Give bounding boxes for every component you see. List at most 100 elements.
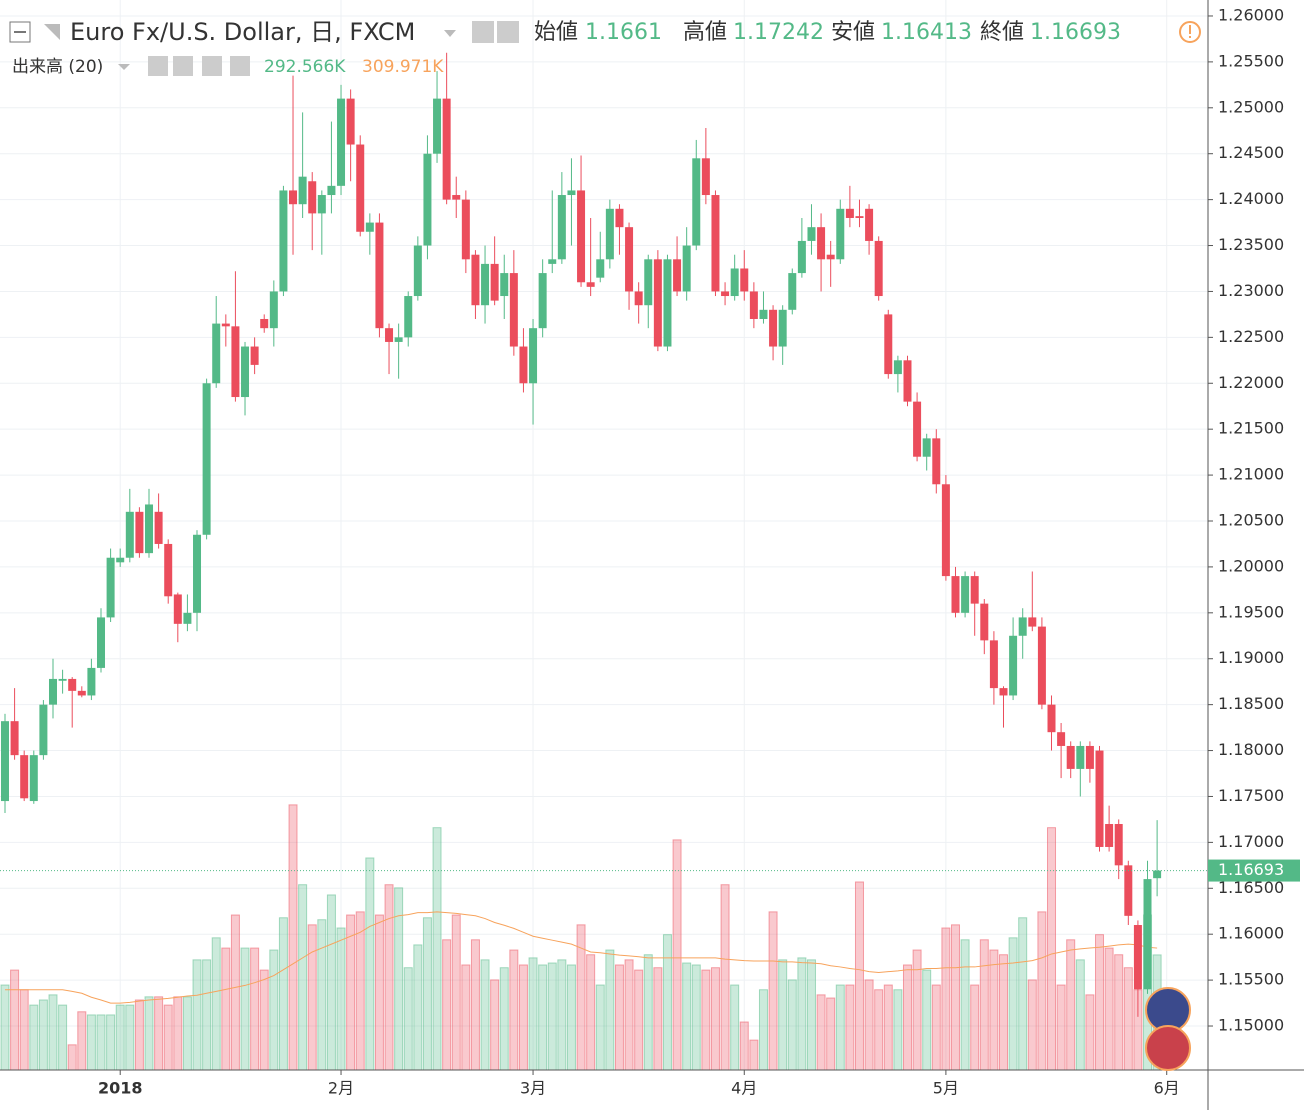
candle-body <box>490 263 499 301</box>
candle-body <box>231 326 240 398</box>
volume-bar <box>883 984 893 1071</box>
volume-bar <box>326 894 336 1071</box>
candle-body <box>154 511 163 544</box>
alert-icon[interactable] <box>1179 21 1201 43</box>
volume-bar <box>317 919 327 1071</box>
candle-body <box>29 755 38 802</box>
volume-bar <box>912 949 922 1071</box>
volume-bar <box>0 984 10 1071</box>
settings-button[interactable] <box>497 21 519 43</box>
volume-bar <box>566 964 576 1071</box>
candle-body <box>673 259 682 292</box>
y-tick-label: 1.21000 <box>1218 465 1284 484</box>
candle-body <box>999 688 1008 696</box>
candle-body <box>221 323 230 327</box>
candle-body <box>404 296 413 338</box>
candle-body <box>903 360 912 402</box>
candle-body <box>932 438 941 485</box>
candle-body <box>135 511 144 554</box>
alert-dot <box>1189 36 1191 38</box>
candle-body <box>346 98 355 145</box>
y-tick-label: 1.19000 <box>1218 648 1284 667</box>
volume-bar <box>1056 984 1066 1071</box>
candle-body <box>413 245 422 297</box>
candle-body <box>893 360 902 375</box>
candle-body <box>337 98 346 186</box>
alert-mark <box>1189 25 1191 34</box>
volume-bar <box>202 959 212 1071</box>
settings-button[interactable] <box>173 56 193 76</box>
volume-bar <box>422 917 432 1071</box>
y-tick-label: 1.15500 <box>1218 970 1284 989</box>
last-price-box <box>1208 859 1300 882</box>
eye-button[interactable] <box>148 56 168 76</box>
candle-body <box>557 195 566 260</box>
candle-body <box>1153 870 1162 879</box>
volume-bar <box>461 964 471 1071</box>
volume-bar <box>1085 994 1095 1071</box>
close-button[interactable] <box>230 56 250 76</box>
volume-bar <box>730 984 740 1071</box>
y-tick-label: 1.24500 <box>1218 143 1284 162</box>
candle-body <box>356 144 365 232</box>
dropdown[interactable] <box>444 30 456 37</box>
candle-body <box>845 208 854 218</box>
dropdown[interactable] <box>118 64 130 70</box>
volume-bar <box>1047 827 1057 1071</box>
candle-body <box>596 259 605 278</box>
candle-body <box>644 259 653 306</box>
volume-bar <box>634 969 644 1071</box>
candle-body <box>452 195 461 200</box>
open-value: 1.1661 <box>585 20 662 45</box>
candle-body <box>586 282 595 287</box>
volume-bar <box>586 954 596 1071</box>
volume-bar <box>528 957 538 1071</box>
close-value: 1.16693 <box>1030 20 1121 45</box>
volume-bar <box>758 989 768 1071</box>
volume-bar <box>192 959 202 1071</box>
y-tick-label: 1.23000 <box>1218 281 1284 300</box>
add-button[interactable] <box>202 56 222 76</box>
candle-body <box>749 291 758 319</box>
volume-bar <box>365 857 375 1071</box>
volume-bar <box>154 996 164 1071</box>
candle-body <box>701 158 710 196</box>
candle-body <box>865 208 874 241</box>
volume-bar <box>653 967 663 1071</box>
candle-body <box>1018 617 1027 636</box>
candle-body <box>989 640 998 689</box>
volume-bar <box>1075 959 1085 1071</box>
candle-body <box>1028 617 1037 627</box>
eye-button[interactable] <box>472 21 494 43</box>
flag-icon <box>44 24 60 40</box>
candle-body <box>653 259 662 347</box>
candle-body <box>807 227 816 241</box>
event-flag-us[interactable] <box>1145 1025 1191 1071</box>
volume-bar <box>998 954 1008 1071</box>
high-value: 1.17242 <box>733 20 824 45</box>
candle-body <box>260 318 269 329</box>
candle-body <box>68 678 77 691</box>
volume-bar <box>125 1004 135 1071</box>
volume-ma-value: 309.971K <box>362 57 444 77</box>
y-tick-label: 1.16000 <box>1218 924 1284 943</box>
candle-body <box>721 291 730 297</box>
volume-bar <box>768 911 778 1071</box>
candle-body <box>39 704 48 756</box>
open-label: 始値 <box>534 20 578 45</box>
candle-body <box>961 576 970 613</box>
x-tick-label: 2018 <box>98 1079 143 1098</box>
candle-body <box>77 690 86 696</box>
candle-body <box>874 240 883 297</box>
volume-bar <box>480 959 490 1071</box>
candle-body <box>183 612 192 624</box>
candle-body <box>778 309 787 347</box>
x-tick-label: 3月 <box>520 1079 546 1098</box>
candle-body <box>1009 635 1018 696</box>
y-tick-label: 1.22500 <box>1218 327 1284 346</box>
volume-bar <box>662 934 672 1071</box>
volume-bar <box>307 924 317 1071</box>
volume-bar <box>816 994 826 1071</box>
volume-value: 292.566K <box>264 57 346 77</box>
